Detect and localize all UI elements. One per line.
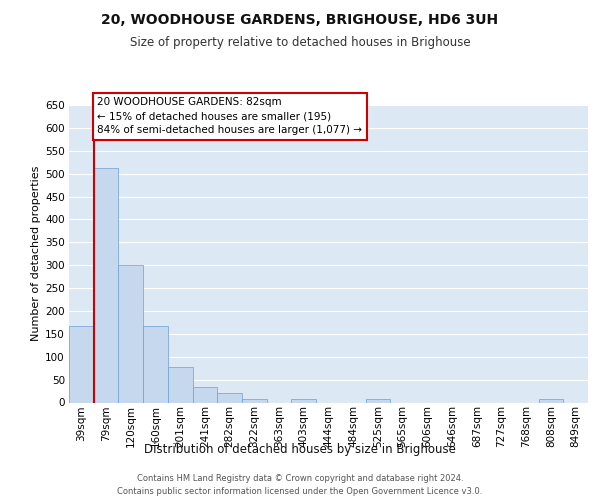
Bar: [69, 326, 94, 402]
Text: Distribution of detached houses by size in Brighouse: Distribution of detached houses by size …: [144, 442, 456, 456]
Bar: [365, 400, 390, 402]
Bar: [242, 400, 267, 402]
Bar: [217, 394, 242, 402]
Y-axis label: Number of detached properties: Number of detached properties: [31, 166, 41, 342]
Bar: [168, 367, 193, 402]
Bar: [193, 388, 217, 402]
Bar: [292, 400, 316, 402]
Text: 20, WOODHOUSE GARDENS, BRIGHOUSE, HD6 3UH: 20, WOODHOUSE GARDENS, BRIGHOUSE, HD6 3U…: [101, 12, 499, 26]
Bar: [539, 400, 563, 402]
Bar: [143, 326, 168, 402]
Text: 20 WOODHOUSE GARDENS: 82sqm
← 15% of detached houses are smaller (195)
84% of se: 20 WOODHOUSE GARDENS: 82sqm ← 15% of det…: [97, 98, 362, 136]
Bar: [94, 168, 118, 402]
Text: Contains public sector information licensed under the Open Government Licence v3: Contains public sector information licen…: [118, 488, 482, 496]
Text: Contains HM Land Registry data © Crown copyright and database right 2024.: Contains HM Land Registry data © Crown c…: [137, 474, 463, 483]
Text: Size of property relative to detached houses in Brighouse: Size of property relative to detached ho…: [130, 36, 470, 49]
Bar: [118, 264, 143, 402]
